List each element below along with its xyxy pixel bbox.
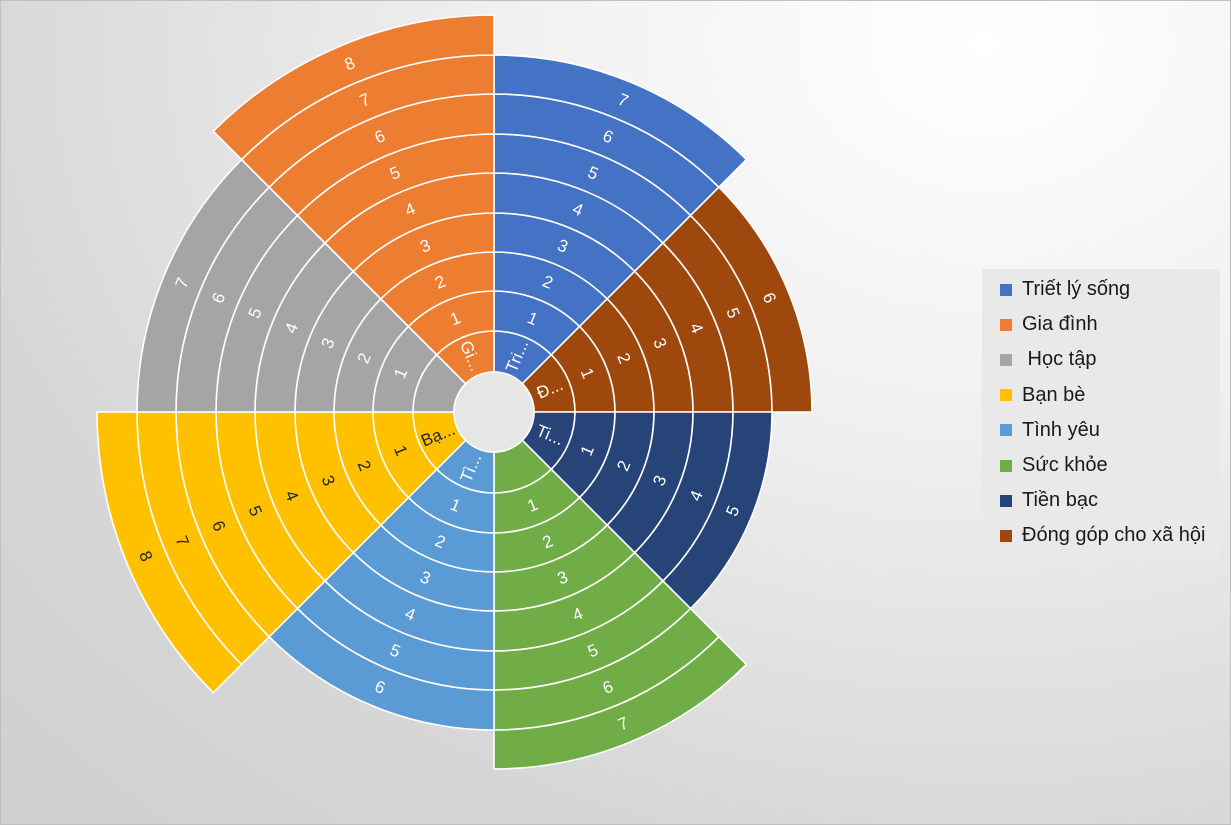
legend-item-triet-ly-song: Triết lý sống (982, 272, 1130, 307)
legend-item-gia-dinh: Gia đình (982, 307, 1098, 342)
legend-label: Sức khỏe (1022, 454, 1108, 476)
legend-item-tien-bac: Tiền bạc (982, 483, 1098, 518)
ring-cell-suc-khoe-7 (493, 635, 748, 770)
legend-item-suc-khoe: Sức khỏe (982, 448, 1108, 483)
ring-cell-gia-dinh-8 (212, 14, 495, 161)
legend-item-tinh-yeu: Tình yêu (982, 413, 1100, 448)
ring-cell-ban-be-8 (96, 411, 243, 694)
legend-label: Tình yêu (1022, 418, 1100, 441)
legend-label: Gia đình (1022, 313, 1098, 336)
legend-label: Đóng góp cho xã hội (1022, 524, 1206, 547)
legend-swatch (1000, 283, 1012, 296)
chart-legend: Triết lý sống Gia đình Học tập Bạn bè Tình … (982, 269, 1220, 559)
legend-label: Triết lý sống (1022, 278, 1131, 300)
legend-item-hoc-tap: Học tập (982, 342, 1096, 377)
legend-swatch (1000, 459, 1012, 472)
legend-swatch (1000, 424, 1012, 437)
legend-label: Bạn bè (1022, 383, 1086, 406)
ring-cell-triet-ly-song-7 (493, 54, 748, 189)
legend-label: Tiền bạc (1022, 489, 1098, 512)
legend-swatch (1000, 318, 1012, 331)
legend-label: Học tập (1022, 348, 1097, 371)
legend-item-ban-be: Bạn bè (982, 378, 1085, 413)
legend-swatch (1000, 529, 1012, 542)
legend-item-dong-gop-cho-xa-hoi: Đóng góp cho xã hội (982, 518, 1205, 553)
legend-swatch (1000, 389, 1012, 402)
legend-swatch (1000, 494, 1012, 507)
legend-swatch (1000, 353, 1012, 366)
center-hole (453, 371, 535, 453)
ring-cell-dong-gop-cho-xa-hoi-6 (689, 186, 813, 413)
